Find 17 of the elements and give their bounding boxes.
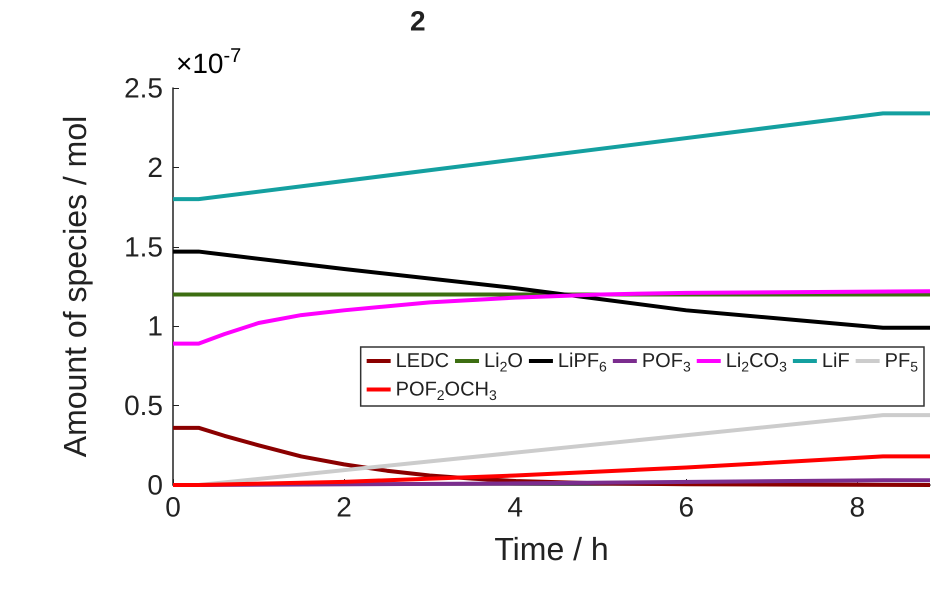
- legend-label: LiF: [822, 350, 850, 372]
- legend-label: LEDC: [396, 350, 450, 372]
- y-tick-label: 1.5: [124, 231, 163, 262]
- x-tick-label: 8: [850, 492, 866, 522]
- y-tick-label: 1: [147, 310, 163, 342]
- line-series: [171, 250, 932, 330]
- y-axis-title: Amount of species / mol: [57, 116, 93, 458]
- y-tick-label: 0: [147, 470, 163, 500]
- y-tick-label: 0.5: [124, 390, 163, 422]
- x-axis-title: Time / h: [494, 531, 609, 567]
- chart-title: 2: [410, 6, 426, 36]
- x-tick-label: 2: [336, 492, 352, 522]
- x-tick-label: 6: [678, 492, 694, 522]
- y-tick-label: 2: [147, 152, 163, 183]
- x-tick-label: 4: [507, 492, 523, 522]
- y-tick-label: 2.5: [124, 72, 163, 104]
- line-series: [171, 289, 932, 346]
